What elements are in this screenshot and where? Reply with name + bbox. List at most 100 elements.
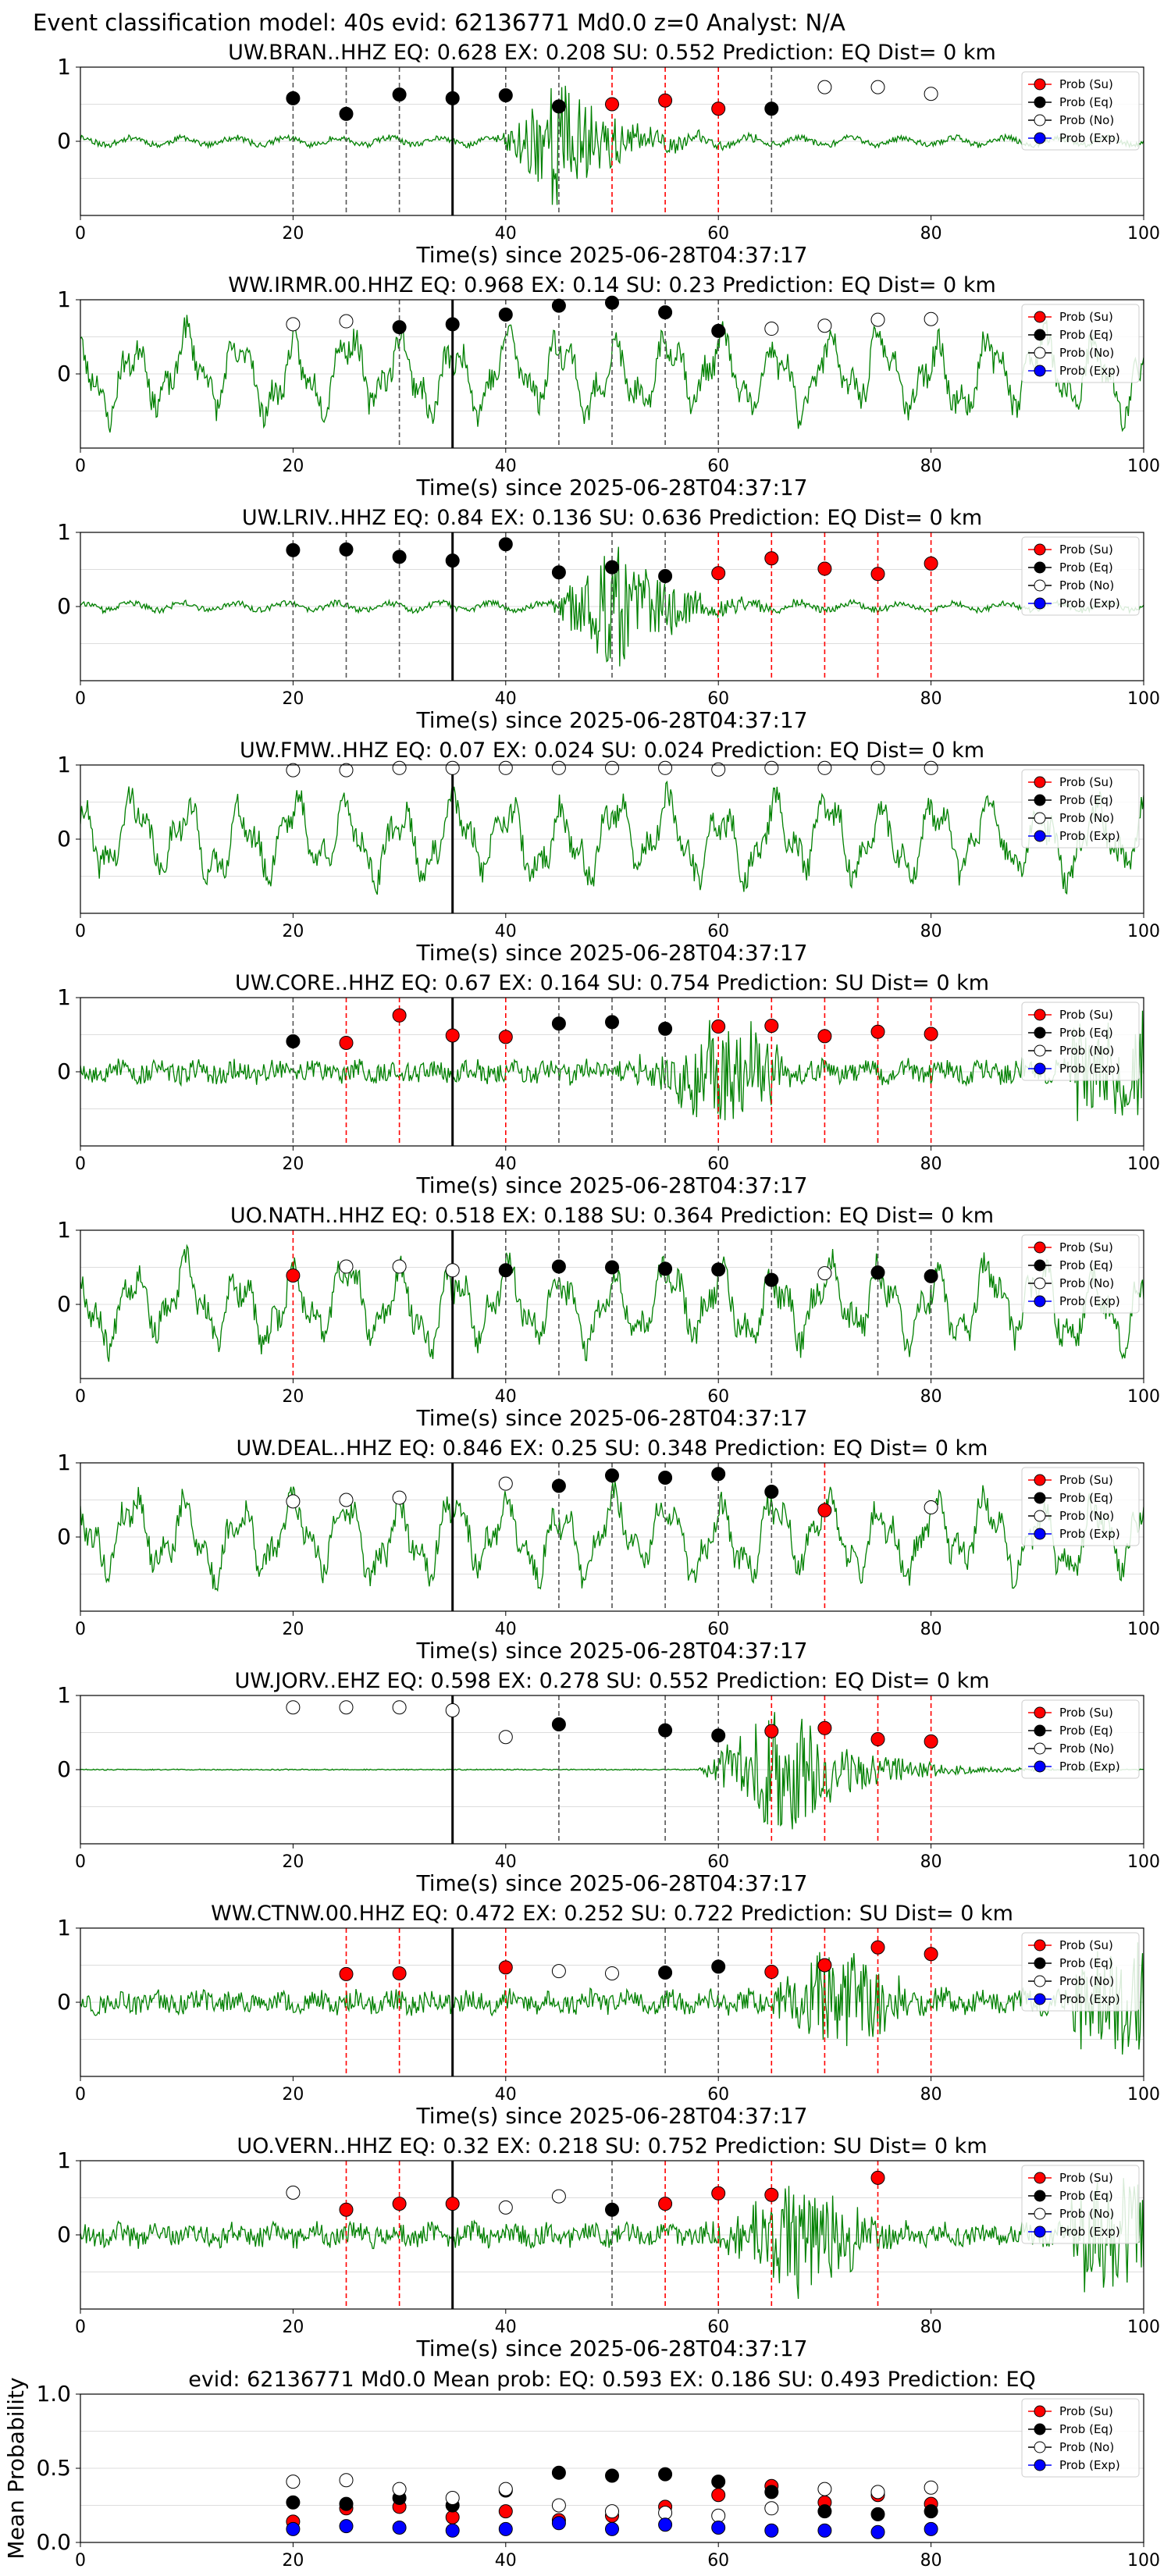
x-tick-label: 100 xyxy=(1127,1387,1160,1407)
prob-point-no xyxy=(339,763,354,777)
legend-label: Prob (No) xyxy=(1059,811,1114,825)
prob-point-eq xyxy=(658,1966,673,1980)
x-tick-label: 80 xyxy=(920,2551,942,2571)
prob-point-no xyxy=(286,1494,301,1509)
mean-point-eq xyxy=(551,2465,566,2480)
prob-point-no xyxy=(392,1700,407,1715)
legend-label: Prob (No) xyxy=(1059,1276,1114,1290)
prob-point-eq xyxy=(445,317,460,332)
prob-point-su xyxy=(392,2197,407,2211)
legend-label: Prob (No) xyxy=(1059,1044,1114,1058)
legend-marker xyxy=(1034,2459,1046,2471)
mean-point-exp xyxy=(605,2521,619,2536)
mean-point-no xyxy=(286,2475,301,2489)
x-tick-label: 40 xyxy=(495,2318,517,2337)
prob-point-su xyxy=(924,1734,938,1749)
prob-point-su xyxy=(817,1958,832,1973)
prob-point-no xyxy=(605,1966,619,1980)
prob-point-eq xyxy=(764,101,779,116)
x-tick-label: 60 xyxy=(707,1387,729,1407)
y-tick-label: 0 xyxy=(57,1756,71,1782)
legend-label: Prob (Exp) xyxy=(1059,1527,1120,1541)
mean-point-su xyxy=(498,2504,513,2519)
x-tick-label: 20 xyxy=(282,1620,304,1639)
x-tick-label: 80 xyxy=(920,1155,942,1174)
prob-point-su xyxy=(870,1940,885,1955)
prob-point-eq xyxy=(392,320,407,335)
prob-point-eq xyxy=(711,1467,726,1482)
mean-point-eq xyxy=(924,2504,938,2519)
legend: Prob (Su) Prob (Eq) Prob (No) Prob (Exp) xyxy=(1021,304,1140,383)
x-tick-label: 100 xyxy=(1127,224,1160,244)
prob-point-eq xyxy=(339,542,354,557)
legend-label: Prob (Exp) xyxy=(1059,2225,1120,2239)
x-tick-label: 100 xyxy=(1127,689,1160,709)
legend-label: Prob (Exp) xyxy=(1059,1992,1120,2006)
legend-marker xyxy=(1034,1474,1046,1486)
mean-point-no xyxy=(817,2482,832,2496)
prob-point-eq xyxy=(551,1259,566,1274)
prob-point-no xyxy=(498,2200,513,2215)
prob-point-no xyxy=(392,1490,407,1505)
mean-point-no xyxy=(392,2482,407,2496)
prob-point-no xyxy=(711,762,726,777)
prob-point-no xyxy=(392,1259,407,1274)
x-tick-label: 60 xyxy=(707,922,729,941)
x-tick-label: 80 xyxy=(920,1387,942,1407)
x-tick-label: 80 xyxy=(920,2318,942,2337)
x-tick-label: 100 xyxy=(1127,1852,1160,1872)
waveform-trace xyxy=(80,780,1144,895)
x-tick-label: 40 xyxy=(495,1387,517,1407)
x-tick-label: 80 xyxy=(920,689,942,709)
y-tick-label: 1 xyxy=(57,2147,71,2173)
legend-marker xyxy=(1034,78,1046,91)
prob-point-eq xyxy=(392,87,407,102)
x-tick-label: 60 xyxy=(707,689,729,709)
y-tick-label: 1.0 xyxy=(36,2381,71,2407)
mean-point-exp xyxy=(392,2521,407,2535)
prob-point-su xyxy=(392,1966,407,1980)
waveform-trace xyxy=(80,546,1144,667)
legend-label: Prob (Su) xyxy=(1059,2171,1113,2185)
prob-point-su xyxy=(658,93,673,108)
panel-title: UO.NATH..HHZ EQ: 0.518 EX: 0.188 SU: 0.3… xyxy=(230,1204,994,1228)
legend-label: Prob (No) xyxy=(1059,578,1114,592)
legend-label: Prob (Exp) xyxy=(1059,596,1120,610)
prob-point-su xyxy=(711,101,726,116)
legend-marker xyxy=(1034,2190,1046,2202)
y-tick-label: 0 xyxy=(57,361,71,386)
legend-marker xyxy=(1034,1044,1046,1057)
waveform-trace xyxy=(80,1712,1144,1830)
legend-label: Prob (Su) xyxy=(1059,1240,1113,1254)
legend-marker xyxy=(1034,579,1046,592)
prob-point-no xyxy=(498,760,513,775)
legend-label: Prob (No) xyxy=(1059,113,1114,127)
x-tick-label: 0 xyxy=(75,457,86,476)
legend-box xyxy=(1021,2165,1140,2244)
legend: Prob (Su) Prob (Eq) Prob (No) Prob (Exp) xyxy=(1021,2398,1140,2478)
prob-point-eq xyxy=(924,1268,938,1283)
prob-point-no xyxy=(286,2185,301,2200)
legend-marker xyxy=(1034,2405,1046,2418)
legend-box xyxy=(1021,1932,1140,2012)
legend-label: Prob (Su) xyxy=(1059,77,1113,91)
prob-point-eq xyxy=(711,1262,726,1277)
prob-point-eq xyxy=(870,1265,885,1280)
x-tick-label: 60 xyxy=(707,1155,729,1174)
prob-point-eq xyxy=(658,1471,673,1485)
station-panel: WW.CTNW.00.HHZ EQ: 0.472 EX: 0.252 SU: 0… xyxy=(57,1902,1160,2129)
legend-marker xyxy=(1034,830,1046,842)
panel-title: UW.LRIV..HHZ EQ: 0.84 EX: 0.136 SU: 0.63… xyxy=(242,506,982,530)
legend-marker xyxy=(1034,311,1046,323)
mean-point-exp xyxy=(658,2517,673,2532)
legend-marker xyxy=(1034,2226,1046,2238)
prob-point-su xyxy=(498,1960,513,1975)
prob-point-no xyxy=(764,760,779,775)
legend-label: Prob (Eq) xyxy=(1059,1724,1113,1738)
prob-point-no xyxy=(764,322,779,336)
prob-point-su xyxy=(817,1720,832,1735)
mean-point-eq xyxy=(817,2504,832,2519)
prob-point-su xyxy=(339,2202,354,2217)
legend-label: Prob (Eq) xyxy=(1059,560,1113,575)
mean-point-eq xyxy=(339,2496,354,2511)
